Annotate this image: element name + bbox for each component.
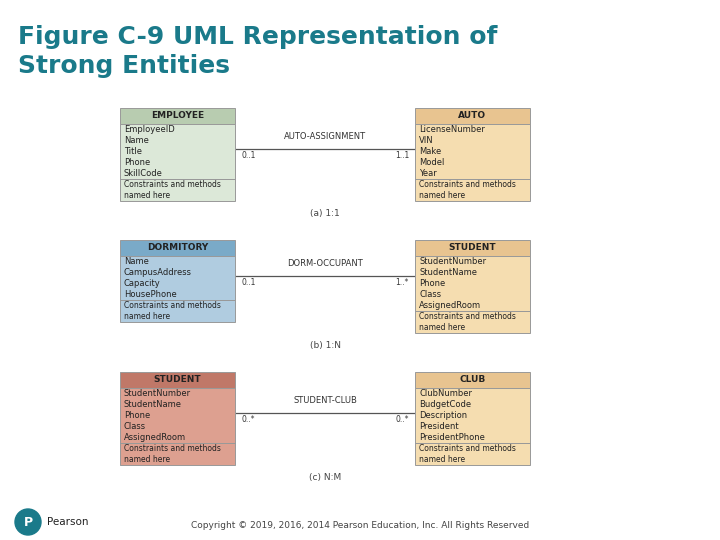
Text: StudentNumber: StudentNumber	[419, 257, 486, 266]
Text: AssignedRoom: AssignedRoom	[419, 301, 481, 310]
Bar	[415, 443, 530, 465]
Text: DORMITORY: DORMITORY	[147, 244, 208, 253]
Bar	[415, 108, 530, 124]
Text: EmployeeID: EmployeeID	[124, 125, 175, 134]
Text: P: P	[24, 516, 32, 529]
Text: Constraints and methods
named here: Constraints and methods named here	[124, 444, 221, 464]
Text: STUDENT: STUDENT	[449, 244, 496, 253]
Text: (a) 1:1: (a) 1:1	[310, 209, 340, 218]
Text: Title: Title	[124, 147, 142, 156]
Bar	[415, 256, 530, 311]
Bar	[120, 108, 235, 124]
Text: DORM-OCCUPANT: DORM-OCCUPANT	[287, 259, 363, 268]
Text: Constraints and methods
named here: Constraints and methods named here	[124, 301, 221, 321]
Bar	[120, 124, 235, 179]
Bar	[120, 179, 235, 201]
Text: STUDENT: STUDENT	[153, 375, 202, 384]
Bar	[415, 179, 530, 201]
Text: Model: Model	[419, 158, 444, 167]
Text: HousePhone: HousePhone	[124, 290, 176, 299]
Text: Class: Class	[419, 290, 441, 299]
Text: Phone: Phone	[419, 279, 445, 288]
Text: Class: Class	[124, 422, 146, 431]
Text: AUTO-ASSIGNMENT: AUTO-ASSIGNMENT	[284, 132, 366, 141]
Text: CLUB: CLUB	[459, 375, 485, 384]
Text: Make: Make	[419, 147, 441, 156]
Bar	[120, 240, 235, 256]
Text: EMPLOYEE: EMPLOYEE	[151, 111, 204, 120]
Text: VIN: VIN	[419, 136, 433, 145]
Text: Description: Description	[419, 411, 467, 420]
Text: Copyright © 2019, 2016, 2014 Pearson Education, Inc. All Rights Reserved: Copyright © 2019, 2016, 2014 Pearson Edu…	[191, 521, 529, 530]
Text: (b) 1:N: (b) 1:N	[310, 341, 341, 350]
Text: Phone: Phone	[124, 411, 150, 420]
Text: 0..1: 0..1	[241, 151, 256, 160]
Text: 1..*: 1..*	[395, 278, 409, 287]
Text: Name: Name	[124, 257, 149, 266]
Text: STUDENT-CLUB: STUDENT-CLUB	[293, 396, 357, 405]
Bar	[120, 372, 235, 388]
Text: 0..*: 0..*	[241, 415, 254, 424]
Circle shape	[15, 509, 41, 535]
Text: Constraints and methods
named here: Constraints and methods named here	[419, 180, 516, 200]
Text: 1..1: 1..1	[395, 151, 409, 160]
Text: Constraints and methods
named here: Constraints and methods named here	[419, 312, 516, 332]
Text: StudentName: StudentName	[419, 268, 477, 277]
Text: Pearson: Pearson	[47, 517, 89, 527]
Text: StudentNumber: StudentNumber	[124, 389, 191, 398]
Text: AssignedRoom: AssignedRoom	[124, 433, 186, 442]
Bar	[120, 300, 235, 322]
Text: Name: Name	[124, 136, 149, 145]
Text: AUTO: AUTO	[459, 111, 487, 120]
Text: Figure C-9 UML Representation of
Strong Entities: Figure C-9 UML Representation of Strong …	[18, 25, 498, 78]
Text: 0..1: 0..1	[241, 278, 256, 287]
Bar	[415, 311, 530, 333]
Bar	[415, 388, 530, 443]
Text: ClubNumber: ClubNumber	[419, 389, 472, 398]
Text: Constraints and methods
named here: Constraints and methods named here	[419, 444, 516, 464]
Bar	[415, 240, 530, 256]
Text: President: President	[419, 422, 459, 431]
Text: CampusAddress: CampusAddress	[124, 268, 192, 277]
Text: LicenseNumber: LicenseNumber	[419, 125, 485, 134]
Text: SkillCode: SkillCode	[124, 169, 163, 178]
Text: 0..*: 0..*	[395, 415, 409, 424]
Bar	[120, 256, 235, 300]
Bar	[120, 388, 235, 443]
Text: Constraints and methods
named here: Constraints and methods named here	[124, 180, 221, 200]
Text: StudentName: StudentName	[124, 400, 182, 409]
Bar	[120, 443, 235, 465]
Text: Phone: Phone	[124, 158, 150, 167]
Bar	[415, 124, 530, 179]
Text: Year: Year	[419, 169, 437, 178]
Text: PresidentPhone: PresidentPhone	[419, 433, 485, 442]
Bar	[415, 372, 530, 388]
Text: BudgetCode: BudgetCode	[419, 400, 471, 409]
Text: Capacity: Capacity	[124, 279, 161, 288]
Text: (c) N:M: (c) N:M	[309, 473, 341, 482]
